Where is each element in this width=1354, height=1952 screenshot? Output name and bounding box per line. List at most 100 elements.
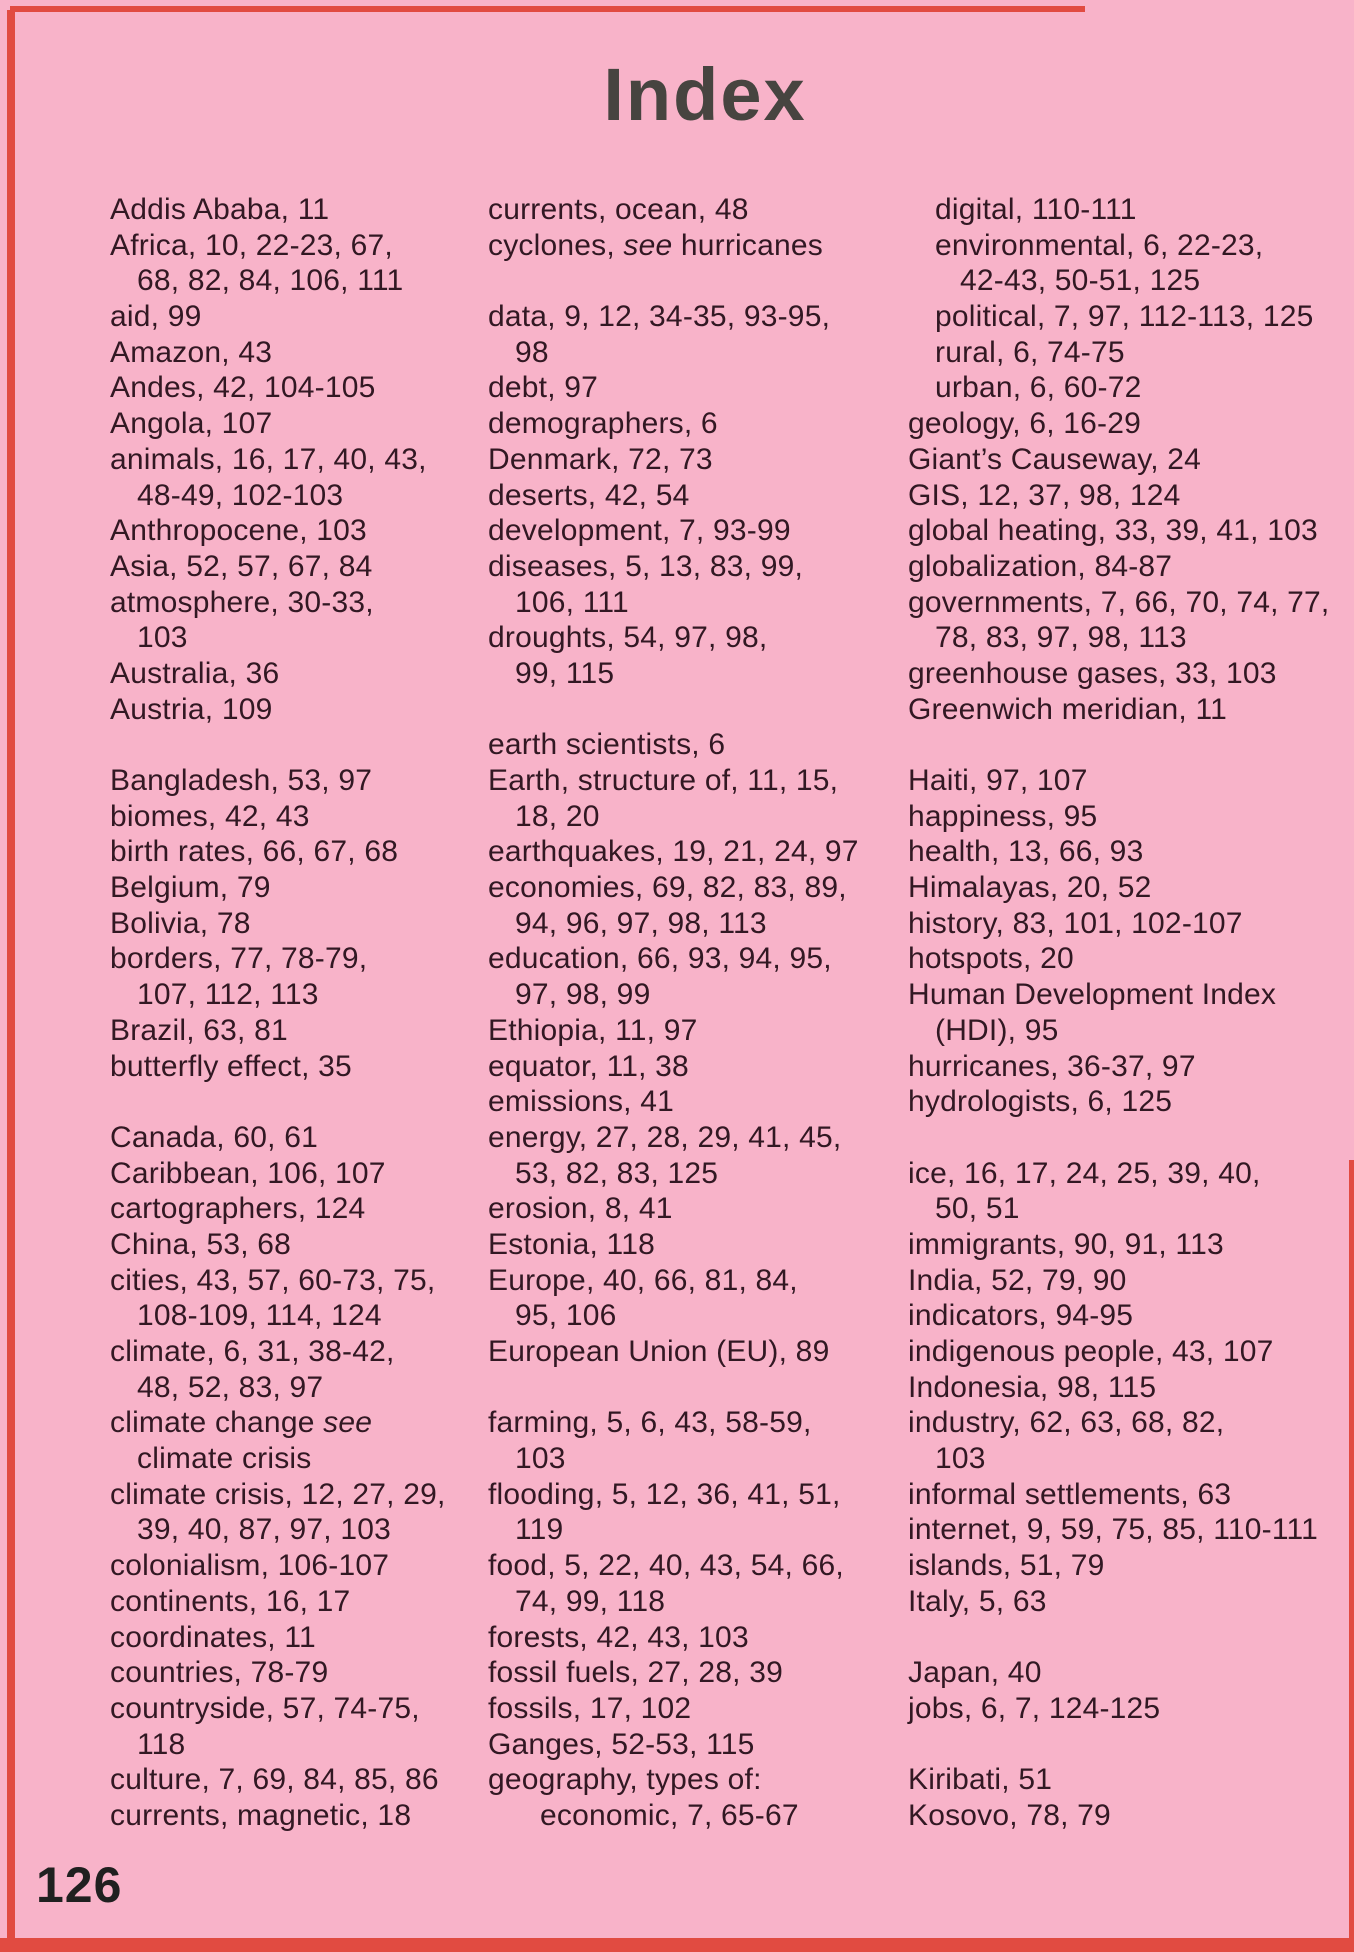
index-entry-line: 39, 40, 87, 97, 103	[137, 1513, 392, 1547]
index-entry-line: erosion, 8, 41	[488, 1192, 673, 1226]
index-entry-line: 118	[137, 1727, 186, 1761]
index-entry-line: aid, 99	[110, 300, 202, 334]
index-entry-line: continents, 16, 17	[110, 1584, 351, 1618]
index-entry-line: Haiti, 97, 107	[908, 764, 1088, 797]
index-entry-line: cities, 43, 57, 60-73, 75,	[110, 1263, 436, 1297]
index-group-gap	[488, 263, 859, 299]
index-entry-line: 94, 96, 97, 98, 113	[515, 906, 767, 940]
index-entry-line: Indonesia, 98, 115	[908, 1370, 1157, 1404]
index-entry-line: 103	[515, 1442, 566, 1476]
index-entry-line: economic, 7, 65-67	[540, 1798, 799, 1832]
index-group-gap	[908, 1727, 1329, 1763]
index-entry-line: Brazil, 63, 81	[110, 1013, 288, 1047]
index-entry-line: India, 52, 79, 90	[908, 1263, 1127, 1297]
index-entry-line: informal settlements, 63	[908, 1477, 1232, 1511]
index-entry-line: internet, 9, 59, 75, 85, 110-111	[908, 1513, 1319, 1547]
index-entry-line: climate, 6, 31, 38-42,	[110, 1335, 395, 1368]
index-entry-line: earthquakes, 19, 21, 24, 97	[488, 835, 859, 869]
index-entry-line: emissions, 41	[488, 1085, 675, 1119]
index-entry-line: 108-109, 114, 124	[137, 1299, 382, 1333]
index-entry-line: Addis Ababa, 11	[110, 193, 330, 226]
index-entry-line: hydrologists, 6, 125	[908, 1085, 1173, 1119]
index-entry-line: currents, ocean, 48	[488, 193, 749, 226]
index-entry-line: 18, 20	[515, 799, 600, 833]
index-entry-line: development, 7, 93-99	[488, 514, 791, 548]
index-entry-line: 74, 99, 118	[515, 1584, 666, 1618]
index-entry-line: European Union (EU), 89	[488, 1335, 830, 1368]
cross-reference-see: see	[323, 1406, 373, 1440]
index-column-a-c: Addis Ababa, 11 Africa, 10, 22-23, 67, 68,…	[110, 192, 446, 1834]
index-entry-line: 103	[935, 1442, 986, 1476]
book-cover-edge-right	[1349, 1160, 1354, 1952]
index-entry-line: economies, 69, 82, 83, 89,	[488, 871, 847, 905]
index-entry-line: flooding, 5, 12, 36, 41, 51,	[488, 1477, 841, 1511]
index-entry-line: 50, 51	[935, 1192, 1020, 1226]
index-entry-line: 48-49, 102-103	[137, 478, 344, 512]
index-entry-line: atmosphere, 30-33,	[110, 585, 374, 619]
index-entry-line: 53, 82, 83, 125	[515, 1156, 719, 1190]
index-entry-line: Earth, structure of, 11, 15,	[488, 764, 839, 797]
index-entry-line: 95, 106	[515, 1299, 617, 1333]
index-entry-line: countryside, 57, 74-75,	[110, 1691, 420, 1725]
index-entry-line: Ethiopia, 11, 97	[488, 1013, 698, 1047]
index-entry-line: geography, types of:	[488, 1763, 762, 1797]
index-entry-line: culture, 7, 69, 84, 85, 86	[110, 1763, 439, 1797]
index-entry-line: droughts, 54, 97, 98,	[488, 621, 768, 655]
index-entry-line: immigrants, 90, 91, 113	[908, 1227, 1224, 1261]
index-entry-line: countries, 78-79	[110, 1656, 329, 1690]
index-entry-text: hurricanes	[672, 228, 823, 262]
index-entry-line: Anthropocene, 103	[110, 514, 367, 548]
index-entry-line: Caribbean, 106, 107	[110, 1156, 386, 1190]
index-entry-line: indigenous people, 43, 107	[908, 1335, 1274, 1368]
index-entry-line: demographers, 6	[488, 407, 718, 441]
index-entry-line: energy, 27, 28, 29, 41, 45,	[488, 1120, 842, 1154]
index-entry-line: Europe, 40, 66, 81, 84,	[488, 1263, 798, 1297]
index-entry-line: 68, 82, 84, 106, 111	[137, 264, 404, 298]
index-entry-line: butterfly effect, 35	[110, 1049, 352, 1083]
index-column-c-g: currents, ocean, 48 cyclones, see hurrica…	[488, 192, 859, 1834]
index-entry-line: urban, 6, 60-72	[935, 371, 1142, 405]
index-entry-line: industry, 62, 63, 68, 82,	[908, 1406, 1225, 1440]
index-entry-line: 107, 112, 113	[137, 978, 319, 1012]
index-entry-line: diseases, 5, 13, 83, 99,	[488, 549, 804, 583]
index-entry-line: Andes, 42, 104-105	[110, 371, 376, 405]
index-entry-line: 103	[137, 621, 188, 655]
index-entry-line: Human Development Index	[908, 978, 1277, 1012]
index-entry-line: 98	[515, 335, 549, 369]
index-entry-line: food, 5, 22, 40, 43, 54, 66,	[488, 1549, 844, 1583]
index-entry-line: greenhouse gases, 33, 103	[908, 656, 1277, 690]
index-entry-line: borders, 77, 78-79,	[110, 942, 368, 976]
index-entry-line: 97, 98, 99	[515, 978, 651, 1012]
index-entry-line: jobs, 6, 7, 124-125	[908, 1691, 1161, 1725]
index-entry-line: farming, 5, 6, 43, 58-59,	[488, 1406, 812, 1440]
index-entry-line: hotspots, 20	[908, 942, 1074, 976]
index-entry-line: colonialism, 106-107	[110, 1549, 390, 1583]
index-entry-line: coordinates, 11	[110, 1620, 316, 1654]
index-group-gap	[488, 692, 859, 728]
index-entry-line: globalization, 84-87	[908, 549, 1173, 583]
index-entry-line: governments, 7, 66, 70, 74, 77,	[908, 585, 1330, 619]
index-entry-line: birth rates, 66, 67, 68	[110, 835, 399, 869]
index-entry-line: Belgium, 79	[110, 871, 271, 905]
index-entry-line: fossil fuels, 27, 28, 39	[488, 1656, 783, 1690]
index-entry-line: climate crisis, 12, 27, 29,	[110, 1477, 446, 1511]
index-entry-line: 106, 111	[515, 585, 629, 619]
index-entry-line: global heating, 33, 39, 41, 103	[908, 514, 1318, 548]
index-group-gap	[110, 1084, 446, 1120]
page-title: Index	[603, 53, 807, 136]
index-entry-line: data, 9, 12, 34-35, 93-95,	[488, 300, 831, 334]
index-entry-line: education, 66, 93, 94, 95,	[488, 942, 832, 976]
index-entry-line: geology, 6, 16-29	[908, 407, 1142, 441]
index-entry-line: 99, 115	[515, 656, 615, 690]
index-entry-line: 119	[515, 1513, 564, 1547]
index-entry-line: health, 13, 66, 93	[908, 835, 1144, 869]
index-entry-line: China, 53, 68	[110, 1227, 292, 1261]
index-entry-line: indicators, 94-95	[908, 1299, 1134, 1333]
index-entry-line: 78, 83, 97, 98, 113	[935, 621, 1187, 655]
index-entry-line: Austria, 109	[110, 692, 273, 726]
index-entry-line: ice, 16, 17, 24, 25, 39, 40,	[908, 1156, 1261, 1190]
index-entry-line: rural, 6, 74-75	[935, 335, 1125, 369]
index-entry-line: Denmark, 72, 73	[488, 442, 713, 476]
index-entry-line: debt, 97	[488, 371, 599, 405]
